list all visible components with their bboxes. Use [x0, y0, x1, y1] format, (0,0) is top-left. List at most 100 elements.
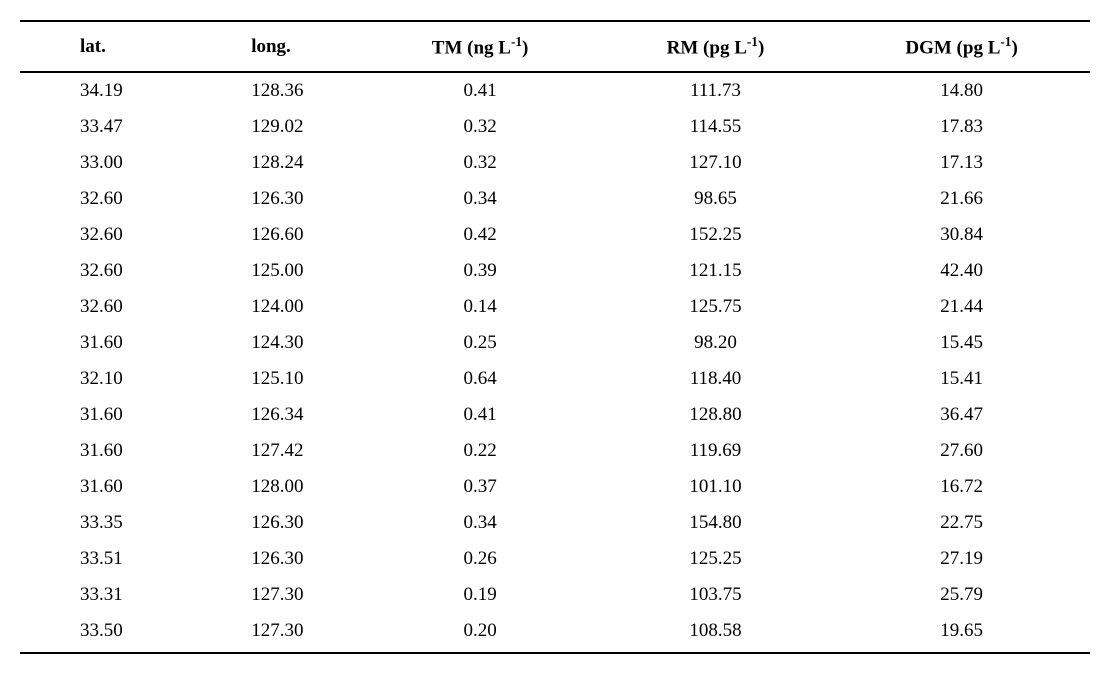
cell-tm: 0.32 — [362, 145, 597, 181]
cell-long: 126.30 — [191, 181, 362, 217]
cell-tm: 0.32 — [362, 109, 597, 145]
table-row: 31.60127.420.22119.6927.60 — [20, 433, 1090, 469]
table-row: 32.60124.000.14125.7521.44 — [20, 289, 1090, 325]
cell-lat: 32.60 — [20, 217, 191, 253]
cell-long: 128.36 — [191, 73, 362, 109]
cell-dgm: 30.84 — [833, 217, 1090, 253]
col-header-rm: RM (pg L-1) — [598, 21, 833, 72]
table-row: 32.60126.600.42152.2530.84 — [20, 217, 1090, 253]
cell-tm: 0.37 — [362, 469, 597, 505]
cell-rm: 125.25 — [598, 541, 833, 577]
table-row: 33.35126.300.34154.8022.75 — [20, 505, 1090, 541]
cell-rm: 127.10 — [598, 145, 833, 181]
cell-tm: 0.41 — [362, 73, 597, 109]
cell-rm: 154.80 — [598, 505, 833, 541]
cell-lat: 32.60 — [20, 181, 191, 217]
cell-lat: 31.60 — [20, 469, 191, 505]
cell-dgm: 22.75 — [833, 505, 1090, 541]
table-row: 33.31127.300.19103.7525.79 — [20, 577, 1090, 613]
cell-dgm: 17.83 — [833, 109, 1090, 145]
cell-rm: 114.55 — [598, 109, 833, 145]
cell-tm: 0.64 — [362, 361, 597, 397]
cell-lat: 33.51 — [20, 541, 191, 577]
cell-long: 126.30 — [191, 505, 362, 541]
cell-dgm: 21.66 — [833, 181, 1090, 217]
cell-lat: 33.35 — [20, 505, 191, 541]
cell-lat: 32.10 — [20, 361, 191, 397]
cell-tm: 0.42 — [362, 217, 597, 253]
cell-rm: 108.58 — [598, 613, 833, 653]
cell-tm: 0.34 — [362, 181, 597, 217]
cell-rm: 101.10 — [598, 469, 833, 505]
cell-tm: 0.25 — [362, 325, 597, 361]
cell-lat: 32.60 — [20, 253, 191, 289]
table-row: 32.60125.000.39121.1542.40 — [20, 253, 1090, 289]
cell-dgm: 14.80 — [833, 73, 1090, 109]
cell-dgm: 16.72 — [833, 469, 1090, 505]
cell-rm: 125.75 — [598, 289, 833, 325]
cell-long: 125.00 — [191, 253, 362, 289]
cell-long: 124.30 — [191, 325, 362, 361]
cell-tm: 0.22 — [362, 433, 597, 469]
cell-long: 125.10 — [191, 361, 362, 397]
cell-rm: 128.80 — [598, 397, 833, 433]
table-row: 33.47129.020.32114.5517.83 — [20, 109, 1090, 145]
cell-long: 126.34 — [191, 397, 362, 433]
cell-long: 127.30 — [191, 613, 362, 653]
table-body: 34.19128.360.41111.7314.8033.47129.020.3… — [20, 73, 1090, 653]
cell-dgm: 42.40 — [833, 253, 1090, 289]
table-row: 33.50127.300.20108.5819.65 — [20, 613, 1090, 653]
cell-rm: 118.40 — [598, 361, 833, 397]
cell-dgm: 25.79 — [833, 577, 1090, 613]
cell-dgm: 21.44 — [833, 289, 1090, 325]
col-header-tm: TM (ng L-1) — [362, 21, 597, 72]
col-header-lat: lat. — [20, 21, 191, 72]
cell-lat: 33.00 — [20, 145, 191, 181]
cell-lat: 33.47 — [20, 109, 191, 145]
cell-lat: 31.60 — [20, 325, 191, 361]
cell-dgm: 15.41 — [833, 361, 1090, 397]
cell-long: 129.02 — [191, 109, 362, 145]
cell-tm: 0.19 — [362, 577, 597, 613]
data-table: lat. long. TM (ng L-1) RM (pg L-1) DGM (… — [20, 20, 1090, 654]
cell-long: 126.30 — [191, 541, 362, 577]
cell-dgm: 17.13 — [833, 145, 1090, 181]
table-row: 31.60126.340.41128.8036.47 — [20, 397, 1090, 433]
cell-rm: 119.69 — [598, 433, 833, 469]
cell-tm: 0.20 — [362, 613, 597, 653]
table-row: 33.51126.300.26125.2527.19 — [20, 541, 1090, 577]
col-header-dgm: DGM (pg L-1) — [833, 21, 1090, 72]
cell-tm: 0.41 — [362, 397, 597, 433]
cell-long: 127.30 — [191, 577, 362, 613]
cell-lat: 31.60 — [20, 397, 191, 433]
cell-tm: 0.26 — [362, 541, 597, 577]
table-header: lat. long. TM (ng L-1) RM (pg L-1) DGM (… — [20, 21, 1090, 73]
cell-tm: 0.39 — [362, 253, 597, 289]
table-row: 31.60124.300.2598.2015.45 — [20, 325, 1090, 361]
cell-dgm: 36.47 — [833, 397, 1090, 433]
table-row: 32.60126.300.3498.6521.66 — [20, 181, 1090, 217]
table-row: 34.19128.360.41111.7314.80 — [20, 73, 1090, 109]
cell-dgm: 27.60 — [833, 433, 1090, 469]
table-row: 33.00128.240.32127.1017.13 — [20, 145, 1090, 181]
cell-lat: 33.50 — [20, 613, 191, 653]
cell-lat: 31.60 — [20, 433, 191, 469]
cell-tm: 0.14 — [362, 289, 597, 325]
cell-rm: 103.75 — [598, 577, 833, 613]
cell-lat: 33.31 — [20, 577, 191, 613]
col-header-long: long. — [191, 21, 362, 72]
cell-rm: 98.65 — [598, 181, 833, 217]
cell-rm: 98.20 — [598, 325, 833, 361]
cell-rm: 111.73 — [598, 73, 833, 109]
cell-long: 124.00 — [191, 289, 362, 325]
cell-rm: 121.15 — [598, 253, 833, 289]
cell-lat: 34.19 — [20, 73, 191, 109]
cell-long: 127.42 — [191, 433, 362, 469]
cell-rm: 152.25 — [598, 217, 833, 253]
cell-dgm: 19.65 — [833, 613, 1090, 653]
cell-dgm: 15.45 — [833, 325, 1090, 361]
cell-lat: 32.60 — [20, 289, 191, 325]
table-row: 31.60128.000.37101.1016.72 — [20, 469, 1090, 505]
cell-tm: 0.34 — [362, 505, 597, 541]
cell-long: 126.60 — [191, 217, 362, 253]
